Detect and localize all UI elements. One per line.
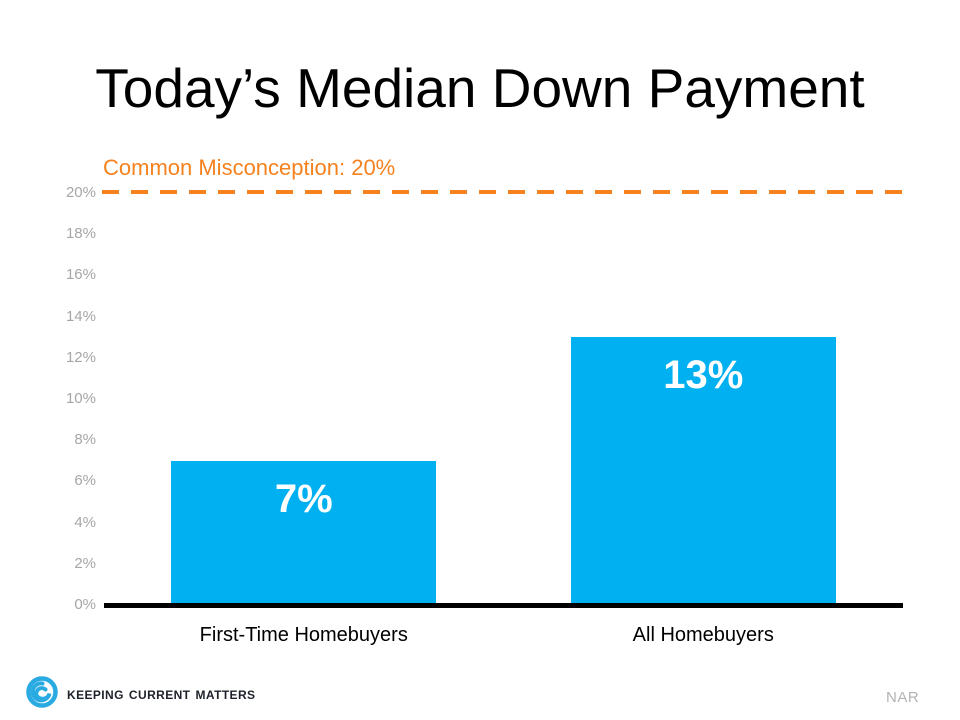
misconception-dashed-line (102, 190, 903, 194)
y-tick-label: 0% (74, 596, 96, 613)
brand-name: Keeping Current Matters (67, 683, 256, 703)
y-tick-label: 4% (74, 513, 96, 531)
y-tick-label: 12% (65, 348, 96, 366)
source-label: NAR (886, 689, 920, 706)
y-tick-label: 8% (74, 431, 96, 449)
bar-first-time-homebuyers: 7% (171, 460, 437, 605)
y-tick-label: 20% (65, 184, 96, 201)
bar-value-label: 7% (274, 476, 333, 521)
chart-title: Today’s Median Down Payment (95, 57, 865, 119)
bar-value-label: 13% (663, 353, 744, 398)
x-axis-line (104, 603, 903, 608)
brand-logo: Keeping Current Matters (26, 676, 255, 708)
y-tick-label: 18% (65, 225, 96, 243)
x-category-label: First-Time Homebuyers (199, 624, 408, 646)
swirl-logo-icon (26, 676, 58, 708)
x-category-label: All Homebuyers (632, 624, 774, 646)
bar-all-homebuyers: 13% (570, 337, 836, 605)
y-axis: 20% 18% 16% 14% 12% 10% 8% 6% 4% 2% 0% (0, 0, 96, 720)
y-tick-label: 6% (74, 472, 96, 490)
misconception-label: Common Misconception: 20% (103, 155, 396, 180)
y-tick-label: 14% (65, 307, 96, 325)
y-tick-label: 16% (65, 266, 96, 284)
y-tick-label: 2% (74, 554, 96, 572)
y-tick-label: 10% (65, 390, 96, 407)
